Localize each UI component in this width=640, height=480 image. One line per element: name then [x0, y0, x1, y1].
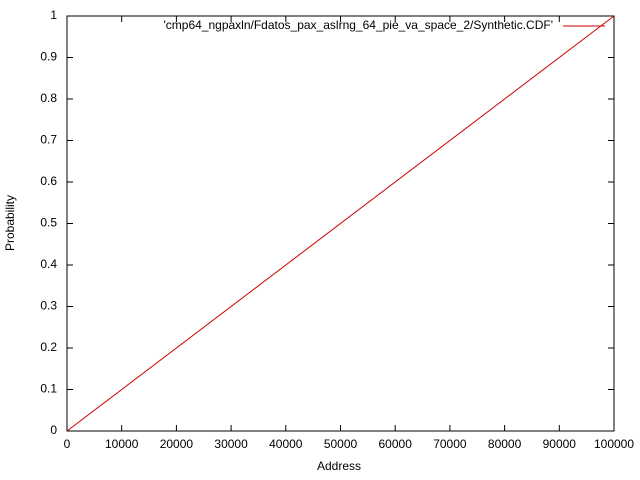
y-tick-label: 1: [50, 8, 57, 22]
y-tick-label: 0.4: [40, 257, 57, 271]
y-tick-label: 0: [50, 423, 57, 437]
x-axis-label: Address: [317, 459, 361, 473]
x-tick-label: 0: [64, 437, 71, 451]
y-tick-label: 0.7: [40, 133, 57, 147]
y-tick-label: 0.8: [40, 91, 57, 105]
legend-label: 'cmp64_ngpaxln/Fdatos_pax_aslrng_64_pie_…: [164, 18, 554, 32]
x-tick-label: 60000: [379, 437, 413, 451]
x-tick-label: 90000: [543, 437, 577, 451]
x-tick-label: 40000: [269, 437, 303, 451]
y-tick-label: 0.5: [40, 216, 57, 230]
y-tick-label: 0.1: [40, 382, 57, 396]
x-tick-label: 50000: [324, 437, 358, 451]
x-tick-label: 30000: [214, 437, 248, 451]
x-tick-label: 10000: [105, 437, 139, 451]
series-line: [66, 15, 615, 432]
x-tick-label: 20000: [160, 437, 194, 451]
y-tick-label: 0.2: [40, 340, 57, 354]
x-tick-label: 70000: [433, 437, 467, 451]
x-tick-label: 100000: [594, 437, 634, 451]
y-tick-label: 0.9: [40, 50, 57, 64]
y-tick-label: 0.6: [40, 174, 57, 188]
y-axis-label: Probability: [3, 195, 17, 251]
x-tick-label: 80000: [488, 437, 522, 451]
y-tick-label: 0.3: [40, 299, 57, 313]
